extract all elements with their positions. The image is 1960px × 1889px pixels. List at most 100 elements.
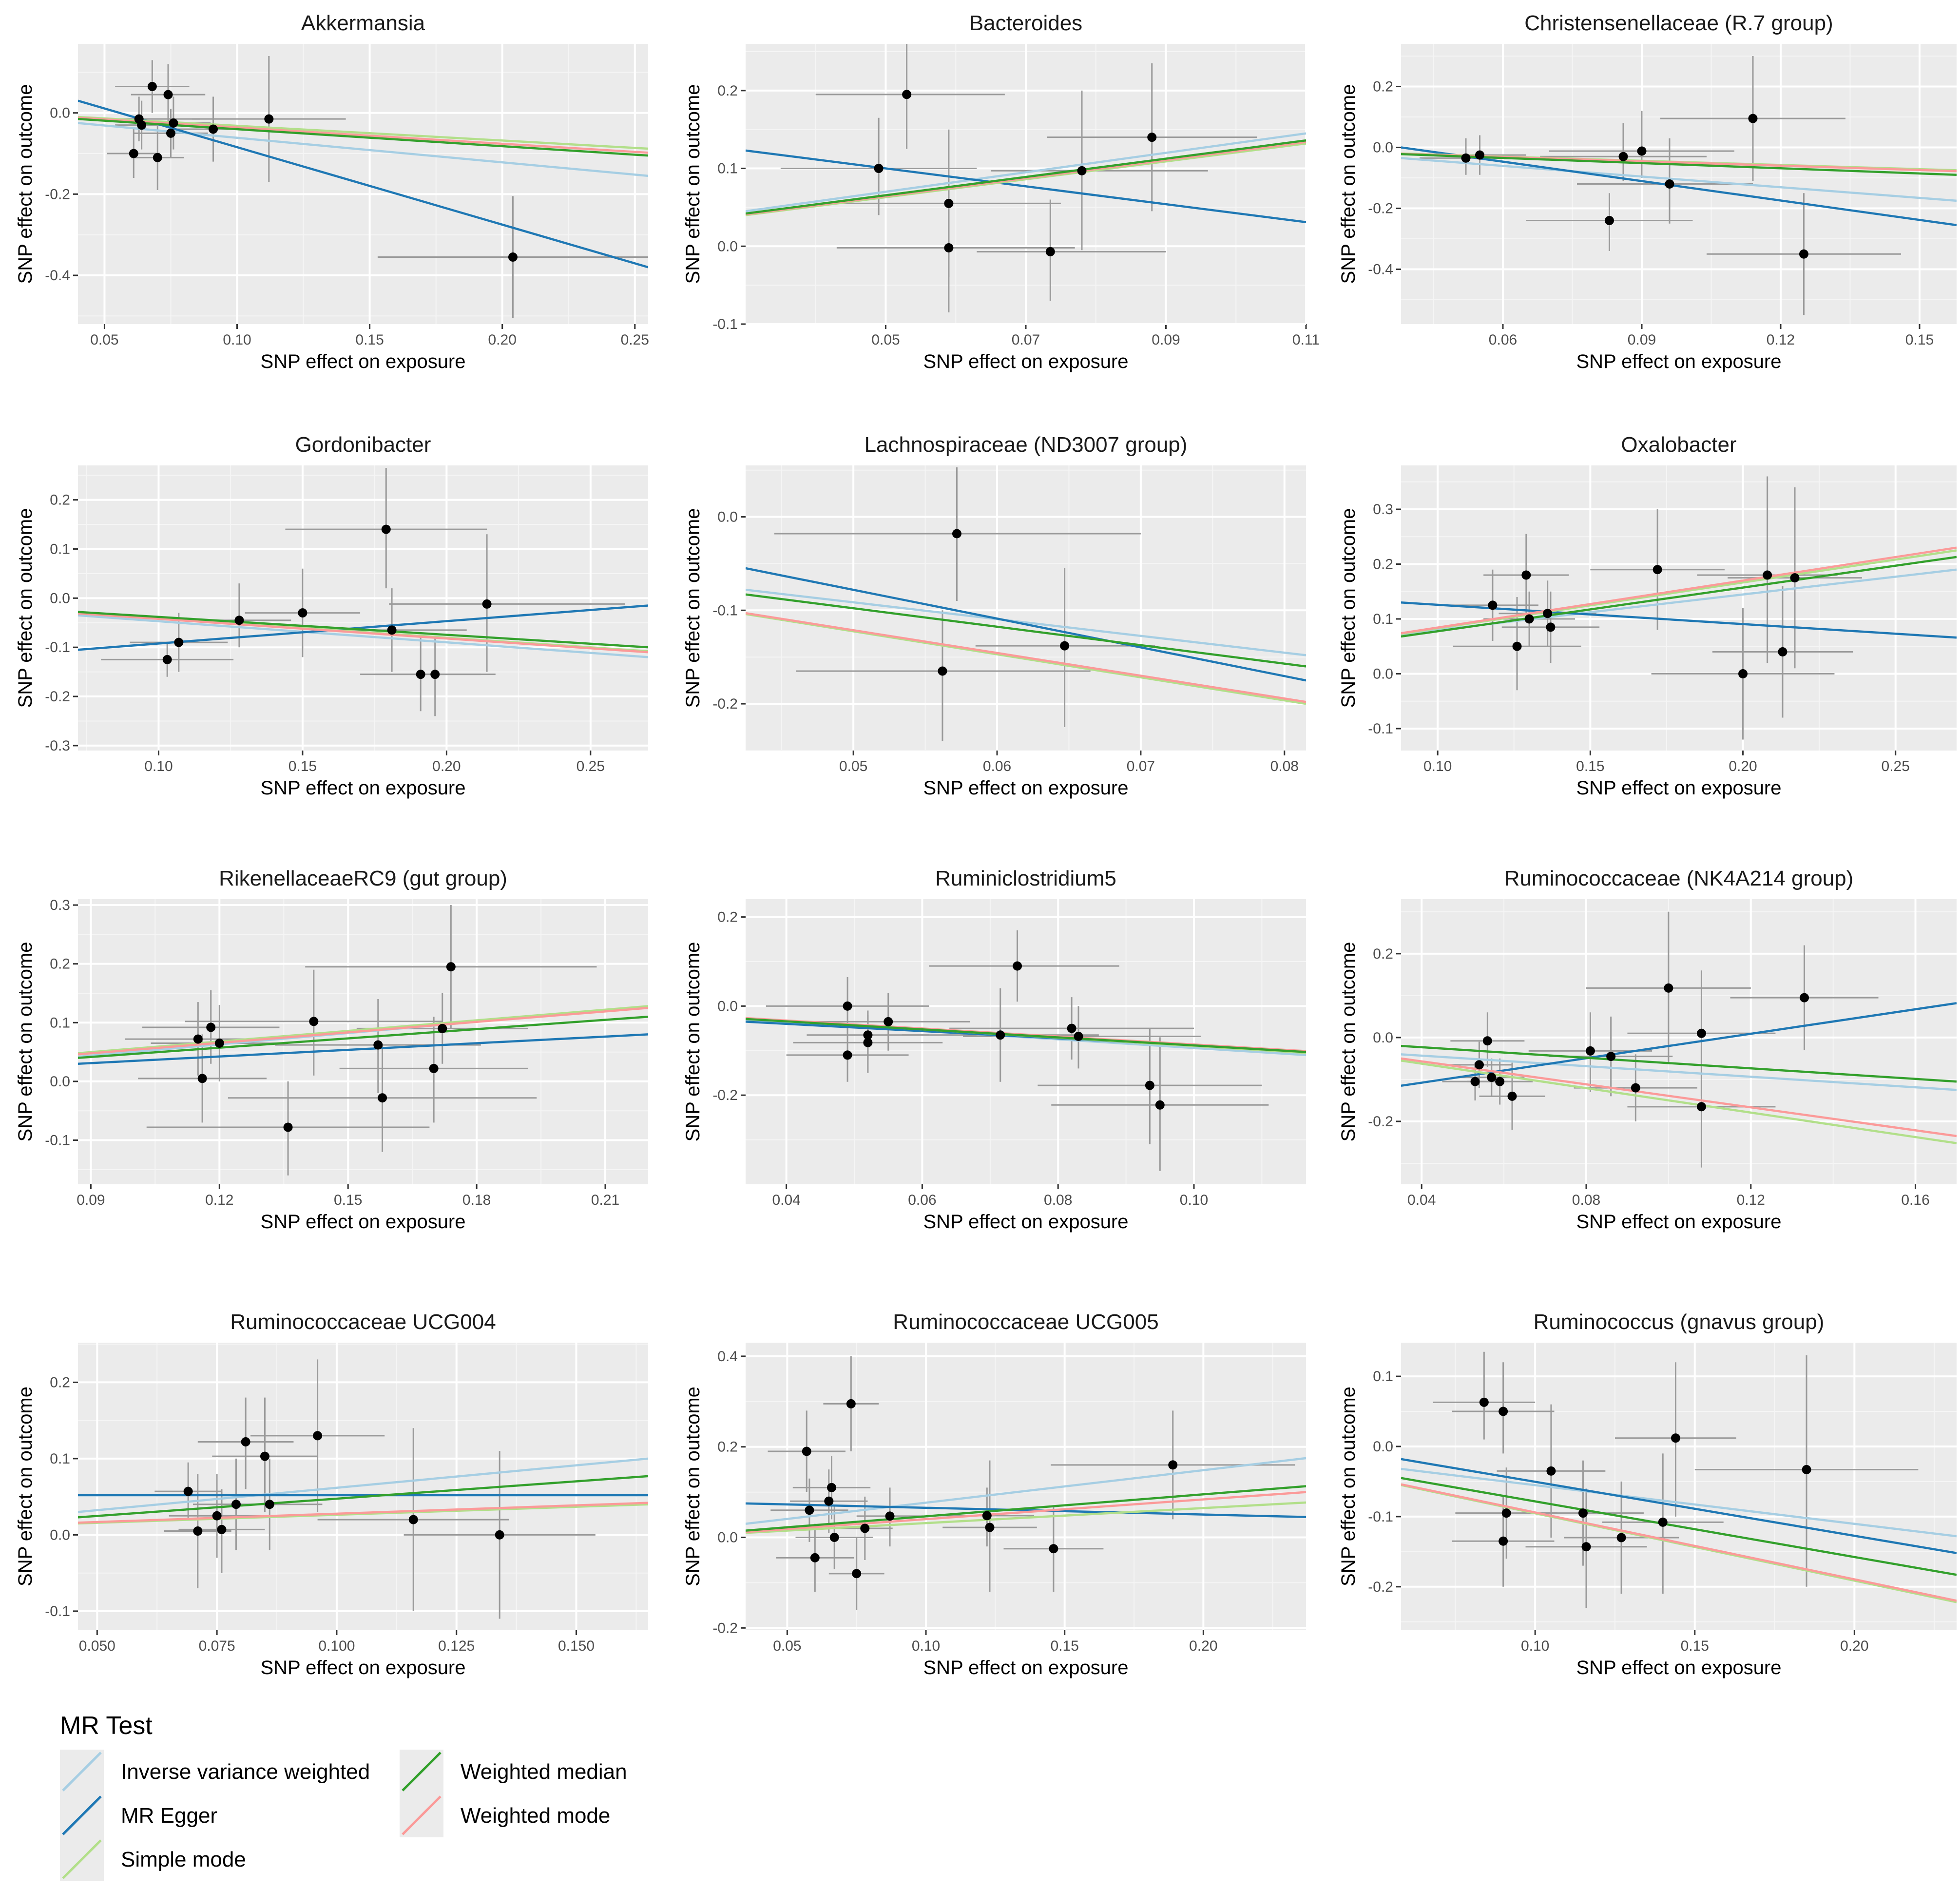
y-tick-label: 0.1 xyxy=(50,1015,70,1031)
y-tick-label: -0.1 xyxy=(1368,1509,1393,1525)
snp-point xyxy=(1778,647,1787,656)
mr-line-egger xyxy=(1401,146,1957,227)
y-tick-label: 0.0 xyxy=(717,238,738,254)
snp-point xyxy=(1618,152,1628,161)
snp-point xyxy=(938,666,947,676)
snp-point xyxy=(408,1515,418,1524)
y-tick-label: -0.2 xyxy=(1368,1579,1393,1595)
snp-point xyxy=(265,1500,274,1509)
y-tick-label: 0.1 xyxy=(1373,1369,1393,1385)
y-tick-label: 0.1 xyxy=(717,161,738,177)
mr-line-wmode xyxy=(746,612,1306,703)
x-tick-label: 0.07 xyxy=(1127,758,1155,774)
y-tick-label: -0.1 xyxy=(45,639,70,655)
mr-line-egger xyxy=(746,567,1306,682)
snp-point xyxy=(944,243,954,252)
x-axis-title: SNP effect on exposure xyxy=(1576,1211,1781,1233)
snp-point xyxy=(1606,1052,1616,1061)
y-tick-label: 0.0 xyxy=(717,998,738,1014)
y-tick-label: 0.0 xyxy=(50,590,70,606)
plot-area xyxy=(78,56,648,318)
snp-point xyxy=(162,655,172,664)
mr-line-simple xyxy=(78,1005,648,1055)
snp-point xyxy=(234,616,244,625)
y-tick-label: 0.0 xyxy=(50,1527,70,1543)
y-axis-title: SNP effect on outcome xyxy=(682,942,704,1142)
x-tick-label: 0.25 xyxy=(576,758,605,774)
x-tick-label: 0.12 xyxy=(205,1192,233,1208)
mr-line-egger xyxy=(1401,1458,1957,1554)
plot-area xyxy=(746,1356,1306,1610)
snp-point xyxy=(1664,983,1673,993)
snp-point xyxy=(1475,150,1484,160)
snp-point xyxy=(863,1038,873,1047)
legend-item-wmode: Weighted mode xyxy=(400,1793,610,1837)
snp-point xyxy=(193,1034,203,1044)
x-tick-label: 0.09 xyxy=(77,1192,105,1208)
mr-line-egger xyxy=(78,99,648,269)
x-tick-label: 0.100 xyxy=(318,1638,355,1654)
snp-point xyxy=(1763,570,1772,580)
snp-point xyxy=(1060,641,1070,651)
legend-item-simple: Simple mode xyxy=(60,1837,246,1881)
plot-background xyxy=(746,465,1306,751)
x-tick-label: 0.04 xyxy=(772,1192,800,1208)
mr-line-wmode xyxy=(1401,1057,1957,1137)
panel-title: Akkermansia xyxy=(301,11,425,35)
x-axis-title: SNP effect on exposure xyxy=(1576,351,1781,372)
x-tick-label: 0.16 xyxy=(1901,1192,1929,1208)
snp-point xyxy=(985,1523,995,1532)
y-axis-title: SNP effect on outcome xyxy=(1338,508,1359,708)
snp-point xyxy=(416,670,425,679)
snp-point xyxy=(283,1122,293,1132)
x-tick-label: 0.12 xyxy=(1767,332,1795,348)
x-tick-label: 0.125 xyxy=(438,1638,475,1654)
y-tick-label: 0.2 xyxy=(1373,557,1393,573)
y-tick-label: 0.2 xyxy=(1373,946,1393,962)
mr-line-wmedian xyxy=(746,139,1306,215)
snp-point xyxy=(430,670,440,679)
x-tick-label: 0.07 xyxy=(1012,332,1040,348)
snp-point xyxy=(1499,1536,1508,1546)
x-tick-label: 0.10 xyxy=(1521,1638,1549,1654)
x-tick-label: 0.18 xyxy=(462,1192,491,1208)
scatter-panel: 0.09 0.12 0.15 0.18 0.21 -0.1 0.0 0.1 0.2 0.3 Rike… xyxy=(15,867,648,1233)
plot-area xyxy=(746,467,1306,741)
snp-point xyxy=(166,128,175,138)
x-tick-label: 0.08 xyxy=(1270,758,1299,774)
snp-point xyxy=(826,1483,836,1492)
legend-key-wmedian-line xyxy=(402,1752,442,1792)
y-tick-label: 0.0 xyxy=(717,1530,738,1546)
snp-point xyxy=(183,1486,193,1496)
panel-title: Ruminococcaceae UCG005 xyxy=(893,1310,1158,1334)
panel-title: Oxalobacter xyxy=(1621,433,1736,457)
x-tick-label: 0.10 xyxy=(1423,758,1452,774)
snp-point xyxy=(1738,669,1748,678)
snp-point xyxy=(1487,1073,1497,1082)
snp-point xyxy=(429,1063,439,1073)
mr-line-wmedian xyxy=(746,593,1306,668)
snp-point xyxy=(843,1050,852,1060)
scatter-panel: 0.05 0.07 0.09 0.11 -0.1 0.0 0.1 0.2 Bacteroides… xyxy=(682,11,1320,372)
snp-point xyxy=(805,1505,814,1515)
y-tick-label: -0.2 xyxy=(45,186,70,202)
x-axis-title: SNP effect on exposure xyxy=(1576,1657,1781,1678)
panel-title: Bacteroides xyxy=(969,11,1082,35)
mr-line-ivw xyxy=(1401,1467,1957,1538)
snp-point xyxy=(1147,133,1157,142)
plot-area xyxy=(78,468,648,716)
x-tick-label: 0.15 xyxy=(1905,332,1934,348)
y-tick-label: -0.1 xyxy=(712,602,738,618)
legend-label-simple: Simple mode xyxy=(121,1848,246,1871)
y-axis-title: SNP effect on outcome xyxy=(1338,84,1359,284)
y-axis-title: SNP effect on outcome xyxy=(1338,942,1359,1142)
snp-point xyxy=(438,1023,447,1033)
mr-line-wmedian xyxy=(1401,1044,1957,1083)
snp-point xyxy=(381,524,391,534)
snp-point xyxy=(1461,153,1471,163)
x-tick-label: 0.05 xyxy=(773,1638,801,1654)
mr-line-wmedian xyxy=(78,611,648,649)
mr-line-ivw xyxy=(78,614,648,658)
y-tick-label: 0.0 xyxy=(1373,666,1393,682)
